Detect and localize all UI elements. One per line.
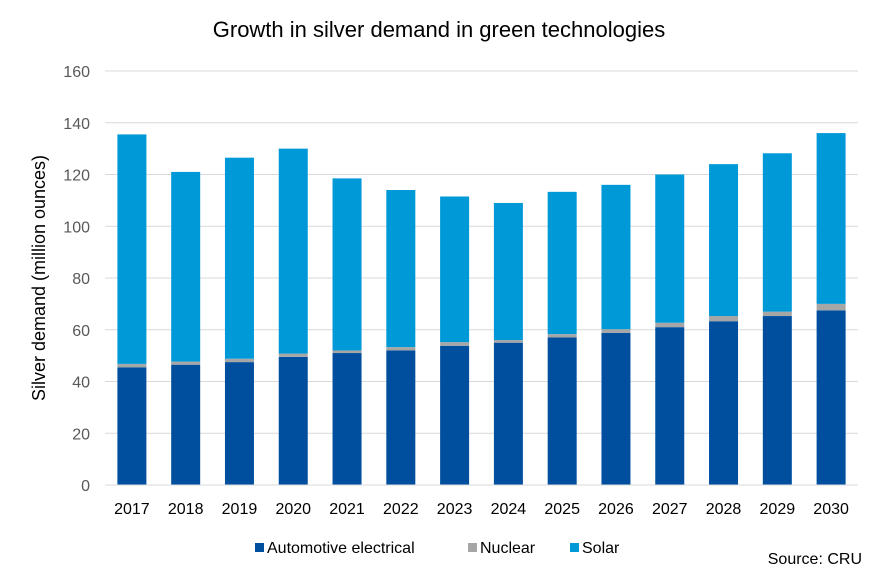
legend-swatch xyxy=(255,543,264,552)
legend-label: Automotive electrical xyxy=(267,540,415,557)
bar-segment xyxy=(117,134,147,364)
bar-segment xyxy=(547,334,577,338)
y-tick-label: 120 xyxy=(63,168,90,185)
bar-segment xyxy=(493,202,523,341)
y-axis-label: Silver demand (million ounces) xyxy=(29,155,49,401)
x-tick-label: 2026 xyxy=(598,501,634,518)
bar-segment xyxy=(493,340,523,343)
bar-segment xyxy=(440,345,470,485)
bar-segment xyxy=(171,171,201,362)
bar-segment xyxy=(601,332,631,485)
bar-segment xyxy=(117,363,147,368)
bar-segment xyxy=(762,316,792,485)
chart-title: Growth in silver demand in green technol… xyxy=(213,17,665,42)
x-tick-label: 2024 xyxy=(491,501,527,518)
bar-segment xyxy=(547,337,577,485)
x-tick-label: 2029 xyxy=(760,501,796,518)
bar-segment xyxy=(601,329,631,333)
y-tick-label: 100 xyxy=(63,219,90,236)
bar-segment xyxy=(655,327,685,485)
y-tick-label: 160 xyxy=(63,64,90,81)
bar-segment xyxy=(332,178,362,351)
bar-segment xyxy=(171,361,201,365)
bar-segment xyxy=(655,322,685,328)
bar-segment xyxy=(278,356,308,485)
y-tick-label: 40 xyxy=(72,375,90,392)
bar-segment xyxy=(601,184,631,330)
y-axis-ticks: 0 20 40 60 80 100 120 140 160 xyxy=(63,64,90,495)
x-tick-label: 2027 xyxy=(652,501,688,518)
y-tick-label: 0 xyxy=(81,478,90,495)
legend-swatch xyxy=(570,543,579,552)
x-tick-label: 2020 xyxy=(275,501,311,518)
x-tick-label: 2025 xyxy=(544,501,580,518)
bar-segment xyxy=(332,353,362,485)
x-tick-label: 2021 xyxy=(329,501,365,518)
bar-segment xyxy=(278,148,308,354)
bar-segment xyxy=(547,191,577,335)
bar-segment xyxy=(278,353,308,357)
bar-segment xyxy=(816,133,846,304)
y-tick-label: 80 xyxy=(72,271,90,288)
legend: Automotive electrical Nuclear Solar xyxy=(255,540,620,557)
bar-segment xyxy=(224,358,254,363)
bar-segment xyxy=(440,196,470,343)
bar-segment xyxy=(762,153,792,312)
x-tick-label: 2017 xyxy=(114,501,150,518)
bar-segment xyxy=(709,321,739,485)
bar-segment xyxy=(386,190,416,348)
y-tick-label: 20 xyxy=(72,426,90,443)
bar-segment xyxy=(386,350,416,485)
gridlines xyxy=(105,70,858,434)
bar-segment xyxy=(655,174,685,323)
bar-segment xyxy=(332,350,362,354)
x-tick-label: 2022 xyxy=(383,501,419,518)
bar-segment xyxy=(493,342,523,485)
bar-segment xyxy=(171,364,201,485)
legend-label: Nuclear xyxy=(480,540,536,557)
bar-segment xyxy=(117,367,147,485)
bar-segment xyxy=(816,310,846,485)
bar-segment xyxy=(224,362,254,485)
source-note: Source: CRU xyxy=(768,551,862,568)
x-axis-ticks: 2017 2018 2019 2020 2021 2022 2023 2024 2025 2026… xyxy=(114,501,849,518)
bar-segment xyxy=(816,303,846,311)
x-tick-label: 2028 xyxy=(706,501,742,518)
bar-segment xyxy=(709,316,739,322)
bar-segment xyxy=(709,164,739,317)
y-tick-label: 140 xyxy=(63,116,90,133)
x-tick-label: 2019 xyxy=(222,501,258,518)
legend-swatch xyxy=(468,543,477,552)
legend-label: Solar xyxy=(582,540,620,557)
bars xyxy=(117,133,846,485)
y-tick-label: 60 xyxy=(72,323,90,340)
bar-segment xyxy=(762,311,792,317)
x-tick-label: 2023 xyxy=(437,501,473,518)
bar-segment xyxy=(386,347,416,351)
bar-segment xyxy=(224,157,254,359)
x-tick-label: 2018 xyxy=(168,501,204,518)
x-tick-label: 2030 xyxy=(813,501,849,518)
bar-segment xyxy=(440,342,470,346)
